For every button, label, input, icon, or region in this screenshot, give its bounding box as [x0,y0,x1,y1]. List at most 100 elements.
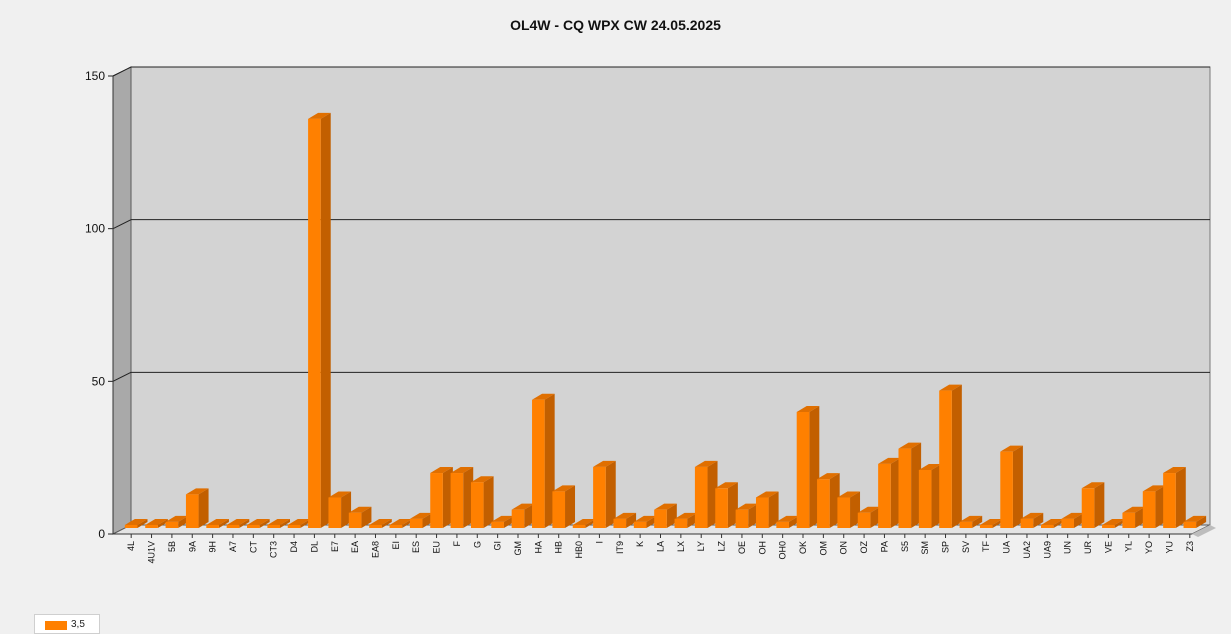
bar-UA9 [1041,518,1064,528]
bar-UN [1061,512,1084,528]
bar-SV [959,515,983,528]
x-tick-label: VE [1103,541,1113,553]
bar-LZ [715,482,738,528]
bar [491,521,504,528]
bar-top [1102,518,1125,525]
bar-top [796,405,820,412]
bar-side [1155,485,1166,528]
bar-OM [817,473,840,528]
bar-HB [552,485,576,528]
legend-label: 3,5 [71,619,85,630]
bar-top [1122,506,1146,513]
bar-EU [430,467,453,528]
x-tick-label: HB [554,541,564,554]
y-tick-label: 50 [92,374,106,388]
bar [572,524,586,528]
bar-top [165,515,189,522]
bar-EI [389,518,413,528]
bar-side [951,384,962,528]
bar-ON [837,491,861,528]
x-tick-label: 9A [187,541,197,552]
x-tick-label: 9H [208,541,218,553]
bar-side [279,518,290,528]
x-tick-label: E7 [330,541,340,552]
bar-side [503,515,514,528]
bar-side [972,515,983,528]
bar-side [565,485,576,528]
x-tick-label: I [594,541,604,544]
bar-ES [409,512,433,528]
bar-side [178,515,189,528]
gridline-side [112,66,132,77]
bar-side [1073,512,1084,528]
bar-EA [348,506,372,528]
bar-side [524,503,535,528]
bar [470,482,484,528]
bar-VE [1102,518,1125,528]
bar-side [157,518,168,528]
bar [837,497,851,528]
x-tick-label: EU [432,541,442,554]
bar [939,390,952,528]
bar-top [857,506,881,513]
bars [124,112,1207,528]
y-tick-label: 0 [98,527,105,541]
x-tick-label: TF [981,541,991,552]
bar-SM [918,463,942,528]
bar-side [1135,506,1146,528]
bar-side [626,512,637,528]
x-tick-label: LZ [717,541,727,552]
bar-top [837,491,861,498]
bar-side [544,393,555,528]
bar-side [870,506,881,528]
bar-UA2 [1020,512,1044,528]
x-tick-label: OZ [859,540,869,553]
bar-G [470,476,494,528]
x-tick-label: UA9 [1042,541,1052,559]
bar [715,488,728,528]
bar-side [748,503,759,528]
bar-top [979,518,1003,525]
x-tick-label: K [635,541,645,547]
bar [145,524,158,528]
bar [776,521,789,528]
x-tick-label: 5B [167,541,177,552]
bar [165,521,179,528]
bar-CT3 [267,518,290,528]
gridline-side [112,371,132,382]
bar [1122,512,1136,528]
bar-CT [247,518,270,528]
bar [1061,518,1074,528]
x-tick-label: G [472,541,482,548]
bar-side [137,518,148,528]
bar [735,509,749,528]
bar-A7 [226,518,250,528]
x-tick-label: PA [879,541,889,552]
bar-top [491,515,514,522]
bar-side [381,518,392,528]
bar [450,473,464,528]
x-tick-label: HA [533,541,543,554]
bar-YO [1142,485,1166,528]
x-tick-label: SM [920,541,930,555]
bar-top [124,518,148,525]
x-tick-label: IT9 [615,541,625,554]
x-tick-label: OE [737,541,747,554]
bar-side [809,405,820,528]
x-tick-label: GI [493,541,503,551]
bar-GI [491,515,514,528]
bar-side [239,518,250,528]
bar-top [1183,515,1207,522]
bar-top [247,518,270,525]
bar-LY [694,460,718,528]
bar-side [483,476,494,528]
bar-top [755,491,779,498]
bar-top [430,467,453,474]
bar-top [654,503,677,510]
bar [1081,488,1095,528]
bar-top [939,384,962,391]
x-tick-label: OK [798,541,808,554]
bar-side [1114,518,1125,528]
bar-side [646,515,657,528]
